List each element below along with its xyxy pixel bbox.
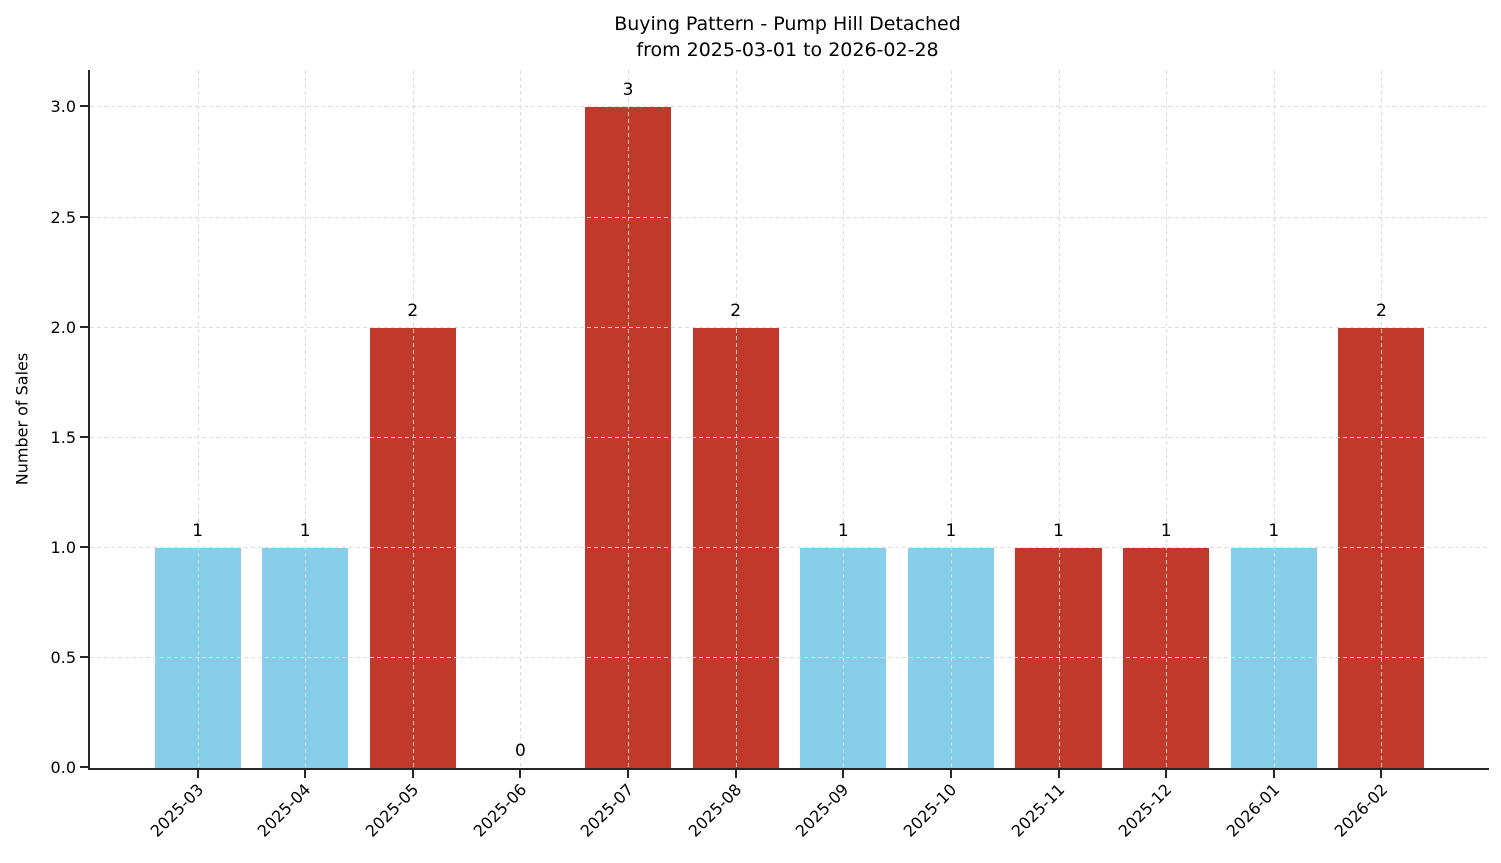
x-tick-mark [411,770,414,778]
h-gridline [90,106,1489,108]
chart-title-block: Buying Pattern - Pump Hill Detached from… [88,11,1487,63]
y-tick-mark [80,215,88,218]
x-tick-label-text: 2025-11 [1007,780,1068,841]
x-tick-mark [842,770,845,778]
plot-area: 1 2025-03 1 2025-04 2 2025-05 0 2025-06 3 2025-07… [80,70,1489,841]
v-gridline [520,70,522,768]
x-tick-label-text: 2025-03 [146,780,208,841]
bar-2025-09 [800,547,887,768]
v-gridline [412,70,414,768]
h-gridline [90,436,1489,438]
y-tick-mark [80,545,88,548]
x-tick-label-text: 2026-02 [1330,780,1391,841]
v-gridline [1381,70,1383,768]
x-tick-label-text: 2025-09 [792,780,853,841]
y-tick-label: 1.5 [50,427,76,447]
x-tick-label-text: 2025-10 [899,780,961,841]
v-gridline [1166,70,1168,768]
bar-value-label: 1 [945,520,957,541]
x-tick-mark [949,770,952,778]
x-tick-mark [1272,770,1275,778]
y-tick-label: 3.0 [50,97,76,117]
bar-value-label: 1 [837,520,849,541]
v-gridline [735,70,737,768]
bar-value-label: 1 [1160,520,1172,541]
chart-subtitle: from 2025-03-01 to 2026-02-28 [636,39,939,61]
x-tick-label-text: 2025-08 [684,780,746,841]
h-gridline [90,216,1489,218]
x-tick-label-text: 2025-06 [469,780,530,841]
y-tick-label: 2.5 [50,207,76,227]
bar-2025-08 [692,327,779,768]
x-tick-mark [734,770,737,778]
v-gridline [1273,70,1275,768]
x-tick-mark [1165,770,1168,778]
bar-2025-10 [907,547,994,768]
v-gridline [628,70,630,768]
y-tick-mark [80,766,88,768]
v-gridline [197,70,199,768]
chart-title: Buying Pattern - Pump Hill Detached [614,13,961,35]
y-tick-label: 2.0 [50,317,76,337]
y-tick-label: 0.5 [50,647,76,667]
bar-value-label: 0 [515,741,526,761]
bar-value-label: 2 [407,300,419,321]
y-tick-label: 1.0 [50,537,76,557]
x-tick-mark [627,770,630,778]
bar-2026-01 [1230,547,1317,768]
v-gridline [950,70,952,768]
y-tick-mark [80,435,88,438]
bar-value-label: 3 [622,80,634,101]
y-tick-mark [80,105,88,108]
bar-value-label: 1 [192,520,204,541]
y-tick-mark [80,655,88,658]
h-gridline [90,546,1489,548]
bar-2025-04 [262,547,349,768]
bar-value-label: 1 [299,520,311,541]
x-tick-mark [519,770,522,778]
x-tick-mark [304,770,307,778]
v-gridline [305,70,307,768]
x-tick-mark [196,770,199,778]
x-tick-mark [1380,770,1383,778]
h-gridline [90,326,1489,328]
y-tick-label: 0.0 [50,758,76,777]
y-axis-label: Number of Sales [12,352,32,486]
bar-value-label: 1 [1053,520,1064,541]
bar-2025-12 [1123,547,1210,768]
bar-2026-02 [1338,327,1425,768]
y-tick-mark [80,325,88,328]
bar-value-label: 2 [1375,300,1387,321]
bar-2025-03 [154,547,241,768]
h-gridline [90,656,1489,658]
v-gridline [843,70,845,768]
x-tick-label-text: 2026-01 [1222,780,1284,841]
x-tick-label-text: 2025-07 [576,780,638,841]
v-gridline [1058,70,1060,768]
x-tick-label-text: 2025-05 [361,780,423,841]
x-tick-label-text: 2025-04 [253,780,315,841]
bar-2025-07 [585,107,672,768]
x-tick-label-text: 2025-12 [1114,780,1176,841]
bar-value-label: 1 [1268,520,1280,541]
bar-value-label: 2 [730,300,742,321]
bar-2025-05 [369,327,456,768]
x-tick-mark [1057,770,1060,778]
bar-2025-11 [1015,547,1102,768]
